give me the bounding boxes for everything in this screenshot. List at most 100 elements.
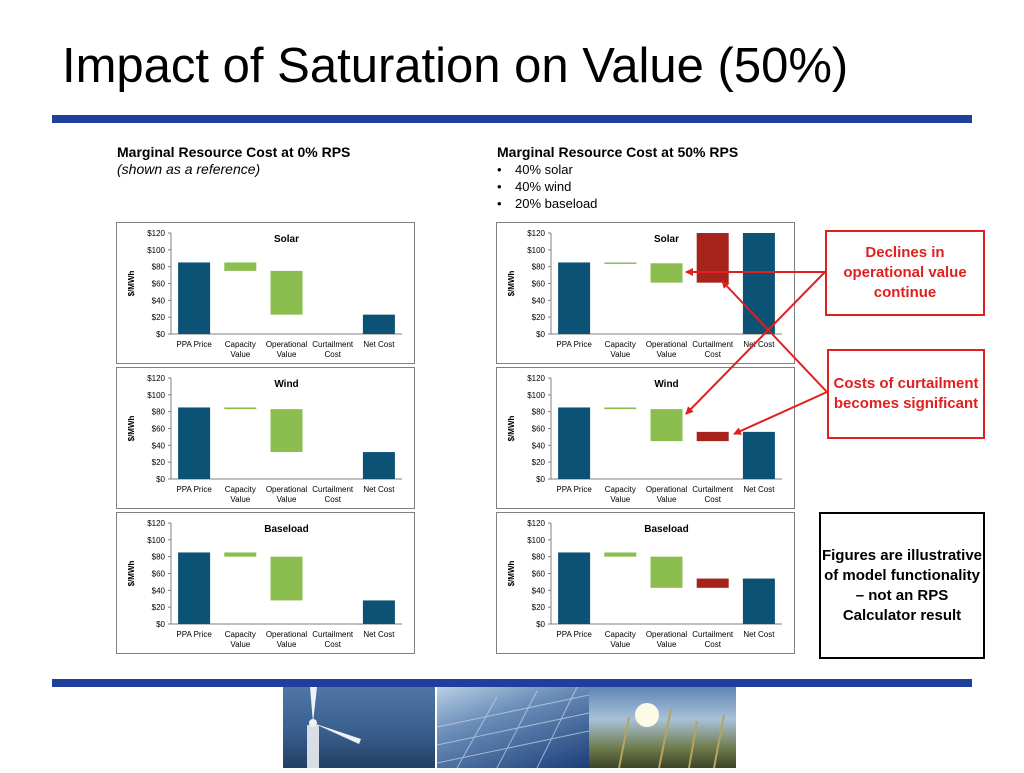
y-tick-label: $120	[527, 374, 545, 383]
y-axis-label: $/MWh	[127, 271, 136, 297]
x-tick-label: Net Cost	[363, 340, 395, 349]
bar-ppa	[742, 578, 775, 624]
bar-curtailment	[696, 431, 729, 442]
chart-title: Baseload	[644, 524, 688, 535]
chart-svg: $0 $20 $40 $60 $80 $100 $120 $/MWh Solar PPA Pric…	[127, 229, 402, 359]
bar-value	[224, 407, 257, 410]
y-tick-label: $60	[152, 280, 166, 289]
bar-ppa	[558, 262, 591, 334]
y-tick-label: $20	[532, 313, 546, 322]
x-tick-label: PPA Price	[556, 485, 592, 494]
x-tick-label: Cost	[704, 495, 721, 504]
y-tick-label: $80	[532, 408, 546, 417]
bar-ppa	[558, 407, 591, 479]
x-tick-label: Curtailment	[312, 630, 354, 639]
y-tick-label: $80	[152, 263, 166, 272]
y-tick-label: $40	[532, 296, 546, 305]
x-tick-label: Value	[277, 495, 297, 504]
bar-ppa	[362, 600, 395, 624]
chart-svg: $0 $20 $40 $60 $80 $100 $120 $/MWh Wind PPA Price…	[507, 374, 782, 504]
x-tick-label: PPA Price	[556, 340, 592, 349]
x-tick-label: Capacity	[225, 340, 256, 349]
x-tick-label: Net Cost	[743, 630, 775, 639]
callout-curtailment-cost: Costs of curtailment becomes significant	[827, 349, 985, 439]
wind-turbine-photo	[283, 687, 435, 768]
x-tick-label: Cost	[704, 640, 721, 649]
bullet-baseload: 20% baseload	[497, 195, 738, 212]
y-tick-label: $40	[152, 296, 166, 305]
x-tick-label: PPA Price	[176, 485, 212, 494]
x-tick-label: Curtailment	[312, 485, 354, 494]
y-tick-label: $100	[147, 536, 165, 545]
chart-left-wind: $0 $20 $40 $60 $80 $100 $120 $/MWh Wind PPA Price…	[116, 367, 415, 509]
bar-ppa	[742, 233, 775, 334]
bar-value	[270, 270, 303, 315]
y-tick-label: $40	[532, 586, 546, 595]
y-tick-label: $20	[532, 458, 546, 467]
y-tick-label: $120	[527, 229, 545, 238]
bar-value	[650, 556, 683, 588]
callout-disclaimer: Figures are illustrative of model functi…	[819, 512, 985, 659]
y-tick-label: $0	[536, 620, 545, 629]
x-tick-label: Curtailment	[692, 340, 734, 349]
bar-curtailment	[696, 578, 729, 588]
x-tick-label: Cost	[324, 350, 341, 359]
x-tick-label: Capacity	[225, 630, 256, 639]
chart-title: Wind	[274, 379, 298, 390]
x-tick-label: Value	[657, 495, 677, 504]
x-tick-label: Curtailment	[692, 485, 734, 494]
y-tick-label: $100	[527, 391, 545, 400]
slide-title: Impact of Saturation on Value (50%)	[62, 39, 849, 93]
x-tick-label: PPA Price	[176, 340, 212, 349]
bar-value	[604, 262, 637, 264]
y-tick-label: $120	[147, 374, 165, 383]
bar-ppa	[558, 552, 591, 624]
x-tick-label: Value	[230, 350, 250, 359]
x-tick-label: Capacity	[605, 340, 636, 349]
y-tick-label: $80	[532, 263, 546, 272]
x-tick-label: Value	[657, 640, 677, 649]
x-tick-label: Net Cost	[743, 340, 775, 349]
y-tick-label: $60	[532, 570, 546, 579]
y-tick-label: $60	[532, 280, 546, 289]
x-tick-label: Capacity	[605, 485, 636, 494]
y-tick-label: $0	[156, 620, 165, 629]
x-tick-label: Operational	[646, 630, 688, 639]
bar-value	[650, 263, 683, 283]
y-tick-label: $40	[152, 441, 166, 450]
x-tick-label: Operational	[646, 340, 688, 349]
bar-value	[650, 409, 683, 442]
y-tick-label: $100	[527, 536, 545, 545]
y-tick-label: $0	[156, 475, 165, 484]
chart-right-wind: $0 $20 $40 $60 $80 $100 $120 $/MWh Wind PPA Price…	[496, 367, 795, 509]
x-tick-label: Operational	[266, 485, 308, 494]
y-tick-label: $80	[532, 553, 546, 562]
y-tick-label: $120	[147, 229, 165, 238]
bar-value	[604, 552, 637, 557]
x-tick-label: Operational	[266, 340, 308, 349]
x-tick-label: Curtailment	[692, 630, 734, 639]
x-tick-label: Cost	[324, 495, 341, 504]
y-tick-label: $20	[152, 603, 166, 612]
bar-ppa	[178, 262, 211, 334]
x-tick-label: Cost	[704, 350, 721, 359]
y-tick-label: $20	[532, 603, 546, 612]
chart-left-solar: $0 $20 $40 $60 $80 $100 $120 $/MWh Solar PPA Pric…	[116, 222, 415, 364]
right-heading: Marginal Resource Cost at 50% RPS	[497, 144, 739, 160]
x-tick-label: PPA Price	[176, 630, 212, 639]
bar-value	[270, 556, 303, 601]
y-axis-label: $/MWh	[507, 271, 516, 297]
x-tick-label: Operational	[266, 630, 308, 639]
chart-svg: $0 $20 $40 $60 $80 $100 $120 $/MWh Wind PPA Price…	[127, 374, 402, 504]
x-tick-label: Value	[230, 640, 250, 649]
x-tick-label: Value	[230, 495, 250, 504]
x-tick-label: Capacity	[225, 485, 256, 494]
x-tick-label: Value	[277, 350, 297, 359]
right-section-header: Marginal Resource Cost at 50% RPS 40% so…	[497, 144, 738, 212]
y-tick-label: $40	[152, 586, 166, 595]
bar-value	[604, 407, 637, 410]
bullet-wind: 40% wind	[497, 178, 738, 195]
y-tick-label: $40	[532, 441, 546, 450]
y-tick-label: $60	[152, 425, 166, 434]
y-axis-label: $/MWh	[127, 416, 136, 442]
